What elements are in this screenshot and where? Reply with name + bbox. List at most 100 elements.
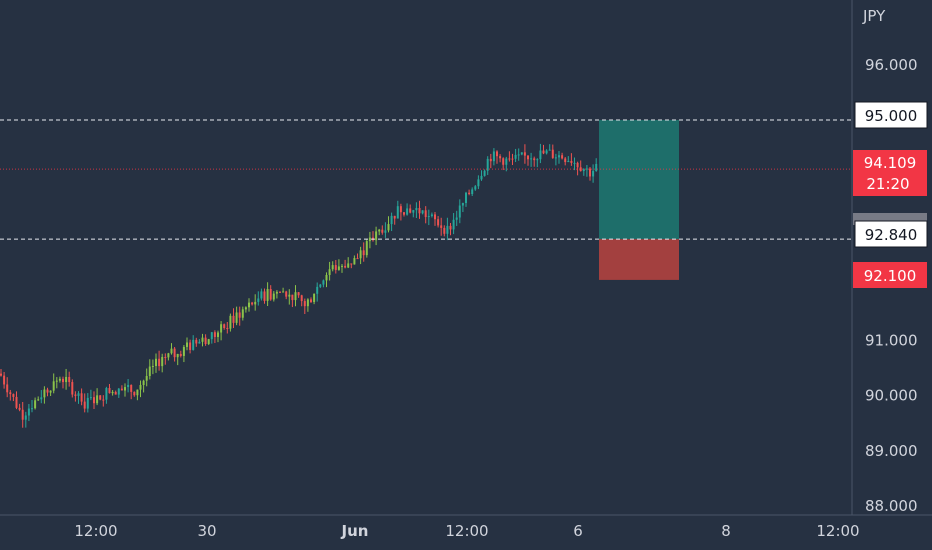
candle-body bbox=[570, 160, 573, 163]
time-tick-label: 8 bbox=[721, 522, 731, 540]
stop-price-label[interactable]: 92.100 bbox=[853, 262, 927, 288]
profit-zone[interactable] bbox=[599, 120, 679, 240]
candle-body bbox=[514, 154, 517, 159]
time-tick-label: 30 bbox=[197, 522, 216, 540]
candle-body bbox=[527, 155, 529, 160]
candle-body bbox=[68, 376, 71, 383]
candle-body bbox=[319, 284, 322, 287]
price-tick-label: 90.000 bbox=[865, 387, 918, 405]
candle-body bbox=[446, 225, 449, 234]
candle-body bbox=[210, 332, 213, 340]
candle-body bbox=[449, 225, 452, 230]
candle-body bbox=[117, 388, 120, 395]
position-zones[interactable] bbox=[599, 120, 679, 280]
candle-body bbox=[539, 150, 542, 160]
target-price-text: 95.000 bbox=[865, 107, 918, 125]
countdown-text: 21:20 bbox=[866, 175, 909, 193]
candle-body bbox=[468, 192, 471, 194]
candle-body bbox=[474, 186, 477, 190]
time-ticks[interactable]: 12:00 30 Jun 12:00 6 8 12:00 bbox=[74, 522, 859, 540]
candle-body bbox=[353, 258, 356, 265]
candle-body bbox=[189, 342, 192, 350]
candle-body bbox=[471, 189, 474, 194]
candle-body bbox=[437, 219, 440, 226]
candle-body bbox=[99, 395, 102, 400]
candle-body bbox=[217, 332, 219, 337]
candle-body bbox=[176, 353, 179, 358]
candle-body bbox=[406, 208, 409, 215]
candle-body bbox=[511, 158, 514, 160]
candle-body bbox=[114, 391, 117, 395]
current-price-label[interactable]: 94.109 21:20 bbox=[853, 150, 927, 196]
candle-body bbox=[120, 388, 123, 391]
candle-body bbox=[77, 393, 80, 396]
candle-body bbox=[148, 366, 151, 377]
candle-body bbox=[496, 151, 498, 157]
entry-price-label[interactable]: 92.840 bbox=[854, 220, 928, 248]
candle-body bbox=[316, 286, 319, 294]
candle-body bbox=[421, 210, 424, 214]
candle-body bbox=[226, 328, 229, 330]
candle-body bbox=[492, 151, 495, 162]
candle-body bbox=[465, 192, 467, 204]
candle-body bbox=[585, 168, 588, 170]
candle-body bbox=[186, 342, 188, 347]
candle-body bbox=[334, 265, 337, 270]
candle-body bbox=[477, 179, 480, 187]
candle-body bbox=[337, 266, 340, 270]
candle-body bbox=[3, 375, 6, 385]
current-price-text: 94.109 bbox=[864, 154, 917, 172]
candle-body bbox=[275, 291, 278, 294]
candle-body bbox=[151, 366, 154, 368]
candle-body bbox=[195, 339, 198, 344]
candle-body bbox=[46, 389, 49, 393]
candle-body bbox=[49, 390, 52, 393]
candle-body bbox=[133, 391, 136, 396]
candle-body bbox=[52, 381, 55, 391]
entry-price-text: 92.840 bbox=[865, 226, 918, 244]
candle-body bbox=[545, 150, 548, 154]
candle-body bbox=[523, 152, 526, 156]
time-tick-label: 6 bbox=[573, 522, 583, 540]
candle-body bbox=[368, 237, 371, 242]
candle-body bbox=[579, 167, 582, 172]
price-tick-label: 91.000 bbox=[865, 332, 918, 350]
candle-body bbox=[96, 395, 99, 404]
candle-body bbox=[6, 384, 9, 393]
candle-body bbox=[310, 299, 312, 303]
candle-body bbox=[418, 208, 421, 214]
candle-body bbox=[136, 389, 139, 396]
candle-body bbox=[533, 158, 536, 161]
candle-body bbox=[220, 324, 223, 333]
target-price-label[interactable]: 95.000 bbox=[854, 101, 928, 129]
price-axis[interactable] bbox=[853, 0, 932, 515]
time-tick-label: Jun bbox=[341, 522, 369, 540]
currency-label: JPY bbox=[862, 7, 886, 25]
candle-body bbox=[182, 346, 185, 356]
loss-zone[interactable] bbox=[599, 239, 679, 280]
candle-body bbox=[375, 231, 378, 241]
candle-body bbox=[399, 206, 402, 213]
candle-body bbox=[520, 152, 523, 155]
candle-body bbox=[139, 385, 142, 390]
candle-body bbox=[412, 210, 415, 213]
candle-body bbox=[12, 394, 15, 397]
candle-body bbox=[235, 312, 238, 323]
candle-body bbox=[592, 171, 595, 177]
candle-body bbox=[483, 170, 486, 176]
candle-body bbox=[21, 409, 24, 420]
candle-body bbox=[179, 353, 182, 356]
candle-body bbox=[192, 339, 195, 350]
candle-body bbox=[461, 203, 464, 206]
candle-body bbox=[517, 154, 520, 156]
candle-body bbox=[434, 214, 436, 220]
candle-body bbox=[105, 388, 108, 400]
candle-body bbox=[142, 380, 145, 386]
candle-body bbox=[458, 205, 461, 218]
candles-layer bbox=[0, 143, 598, 428]
candle-body bbox=[480, 175, 483, 180]
candle-body bbox=[18, 407, 21, 410]
candle-body bbox=[452, 219, 455, 230]
